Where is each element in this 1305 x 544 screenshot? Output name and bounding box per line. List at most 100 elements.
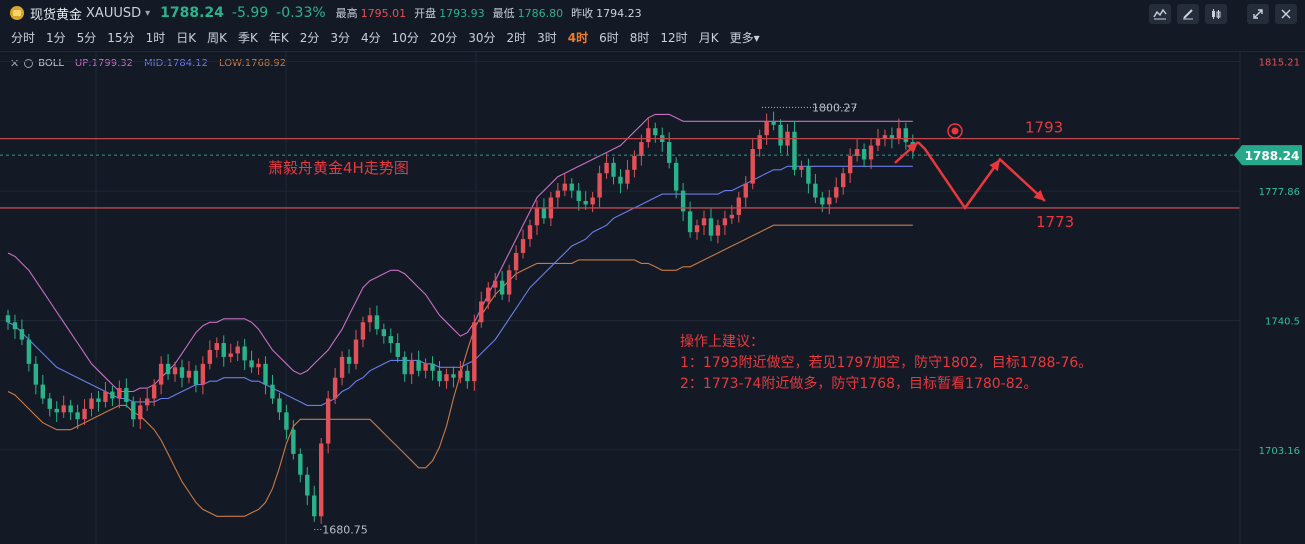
- timeframe-12[interactable]: 10分: [391, 30, 419, 45]
- candle-body-97: [680, 190, 686, 212]
- price-change: -5.99: [231, 5, 269, 21]
- candle-body-85: [597, 173, 602, 198]
- timeframe-14[interactable]: 30分: [468, 30, 496, 45]
- candle-body-81: [569, 183, 574, 191]
- candle-body-41: [291, 429, 296, 454]
- timeframe-16[interactable]: 3时: [537, 30, 557, 45]
- candle-body-125: [875, 138, 881, 146]
- high-value: 1795.01: [360, 6, 407, 20]
- candle-body-16: [117, 388, 122, 399]
- candle-body-110: [771, 121, 776, 125]
- timeframe-bar: 分时 1分 5分 15分 1时 日K 周K 季K 年K 2分 3分 4分 10分 20分 30分 2时 3时 4时…: [0, 27, 760, 47]
- symbol-dropdown-icon[interactable]: ▾: [145, 7, 151, 19]
- symbol-code[interactable]: XAUUSD: [86, 5, 142, 21]
- candle-type-icon[interactable]: [1205, 4, 1227, 24]
- candle-body-107: [750, 149, 755, 184]
- candle-body-47: [332, 377, 338, 399]
- y-tick-0: 1815.21: [1259, 58, 1300, 69]
- candle-body-88: [618, 176, 623, 184]
- last-price-tag: 1788.24: [1245, 149, 1300, 163]
- timeframe-21[interactable]: 月K: [698, 30, 719, 45]
- divider: [0, 51, 1305, 52]
- candle-body-122: [854, 149, 860, 156]
- candle-body-59: [416, 360, 421, 371]
- candle-body-75: [527, 225, 533, 240]
- fullscreen-icon[interactable]: [1247, 4, 1269, 24]
- candle-body-23: [165, 363, 171, 375]
- candle-body-40: [284, 412, 289, 430]
- timeframe-1[interactable]: 1分: [46, 30, 66, 45]
- candle-body-5: [40, 384, 45, 399]
- timeframe-11[interactable]: 4分: [361, 30, 381, 45]
- y-tick-1: 1777.86: [1259, 187, 1300, 198]
- candle-body-127: [889, 135, 895, 139]
- boll-low-value: LOW:1768.92: [219, 58, 287, 69]
- candle-body-124: [868, 145, 874, 160]
- timeframe-5[interactable]: 日K: [176, 30, 197, 45]
- candle-body-102: [715, 225, 721, 236]
- candle-body-19: [138, 405, 143, 420]
- candle-body-86: [604, 162, 609, 174]
- candle-body-55: [388, 336, 393, 344]
- candle-body-68: [479, 301, 484, 323]
- candle-body-42: [298, 453, 303, 475]
- timeframe-10[interactable]: 3分: [330, 30, 350, 45]
- timeframe-15[interactable]: 2时: [506, 30, 527, 45]
- draw-icon[interactable]: [1177, 4, 1199, 24]
- candle-body-54: [381, 329, 387, 337]
- timeframe-19[interactable]: 8时: [629, 30, 650, 45]
- timeframe-13[interactable]: 20分: [429, 30, 458, 45]
- candle-body-45: [319, 443, 324, 517]
- candle-body-3: [26, 339, 32, 364]
- timeframe-3[interactable]: 15分: [107, 30, 135, 45]
- timeframe-8[interactable]: 年K: [268, 30, 289, 45]
- candle-body-123: [861, 149, 867, 160]
- boll-up-value: UP:1799.32: [74, 58, 133, 69]
- timeframe-6[interactable]: 周K: [207, 30, 227, 45]
- candle-body-80: [562, 183, 567, 191]
- candle-body-93: [653, 128, 658, 136]
- close-icon[interactable]: [1275, 4, 1297, 24]
- timeframe-17[interactable]: 4时: [567, 30, 589, 45]
- candle-body-76: [534, 207, 540, 226]
- price-change-pct: -0.33%: [276, 5, 326, 21]
- candle-body-63: [444, 374, 449, 382]
- timeframe-18[interactable]: 6时: [599, 30, 619, 45]
- settings-icon[interactable]: [24, 59, 34, 68]
- timeframe-22[interactable]: 更多▾: [729, 30, 760, 45]
- candle-body-50: [353, 339, 359, 364]
- min-label: 1680.75: [322, 524, 368, 537]
- candle-body-6: [47, 398, 52, 409]
- timeframe-9[interactable]: 2分: [299, 30, 320, 45]
- advice-line-1: 1：1793附近做空，若见1797加空，防守1802，目标1788-76。: [680, 355, 1092, 371]
- close-indicator-icon[interactable]: ✕: [10, 57, 20, 70]
- timeframe-0[interactable]: 分时: [11, 30, 36, 45]
- candle-body-15: [110, 391, 115, 399]
- candle-body-25: [179, 367, 185, 378]
- advice-line-0: 操作上建议：: [680, 334, 764, 350]
- candle-body-36: [256, 363, 261, 368]
- candle-body-67: [472, 322, 477, 382]
- candle-body-119: [834, 187, 839, 198]
- candle-body-115: [806, 166, 811, 184]
- candle-body-44: [312, 495, 317, 517]
- candle-body-98: [687, 211, 693, 233]
- timeframe-7[interactable]: 季K: [237, 30, 258, 45]
- timeframe-2[interactable]: 5分: [76, 30, 97, 45]
- candle-body-114: [799, 166, 804, 170]
- candle-body-61: [430, 363, 435, 371]
- candle-body-13: [96, 398, 101, 402]
- symbol-name[interactable]: 现货黄金: [30, 7, 83, 23]
- gold-coin-icon: [10, 6, 24, 20]
- low-label: 最低: [492, 7, 515, 20]
- candle-body-104: [729, 214, 735, 219]
- timeframe-4[interactable]: 1时: [145, 30, 166, 45]
- indicator-icon[interactable]: [1149, 4, 1171, 24]
- candle-body-26: [186, 370, 192, 378]
- target-marker-ring: [947, 123, 963, 139]
- chart-toolbar: [1149, 4, 1297, 24]
- last-price-tag-bg: [1234, 145, 1302, 166]
- open-value: 1793.93: [439, 6, 485, 20]
- timeframe-20[interactable]: 12时: [660, 30, 688, 45]
